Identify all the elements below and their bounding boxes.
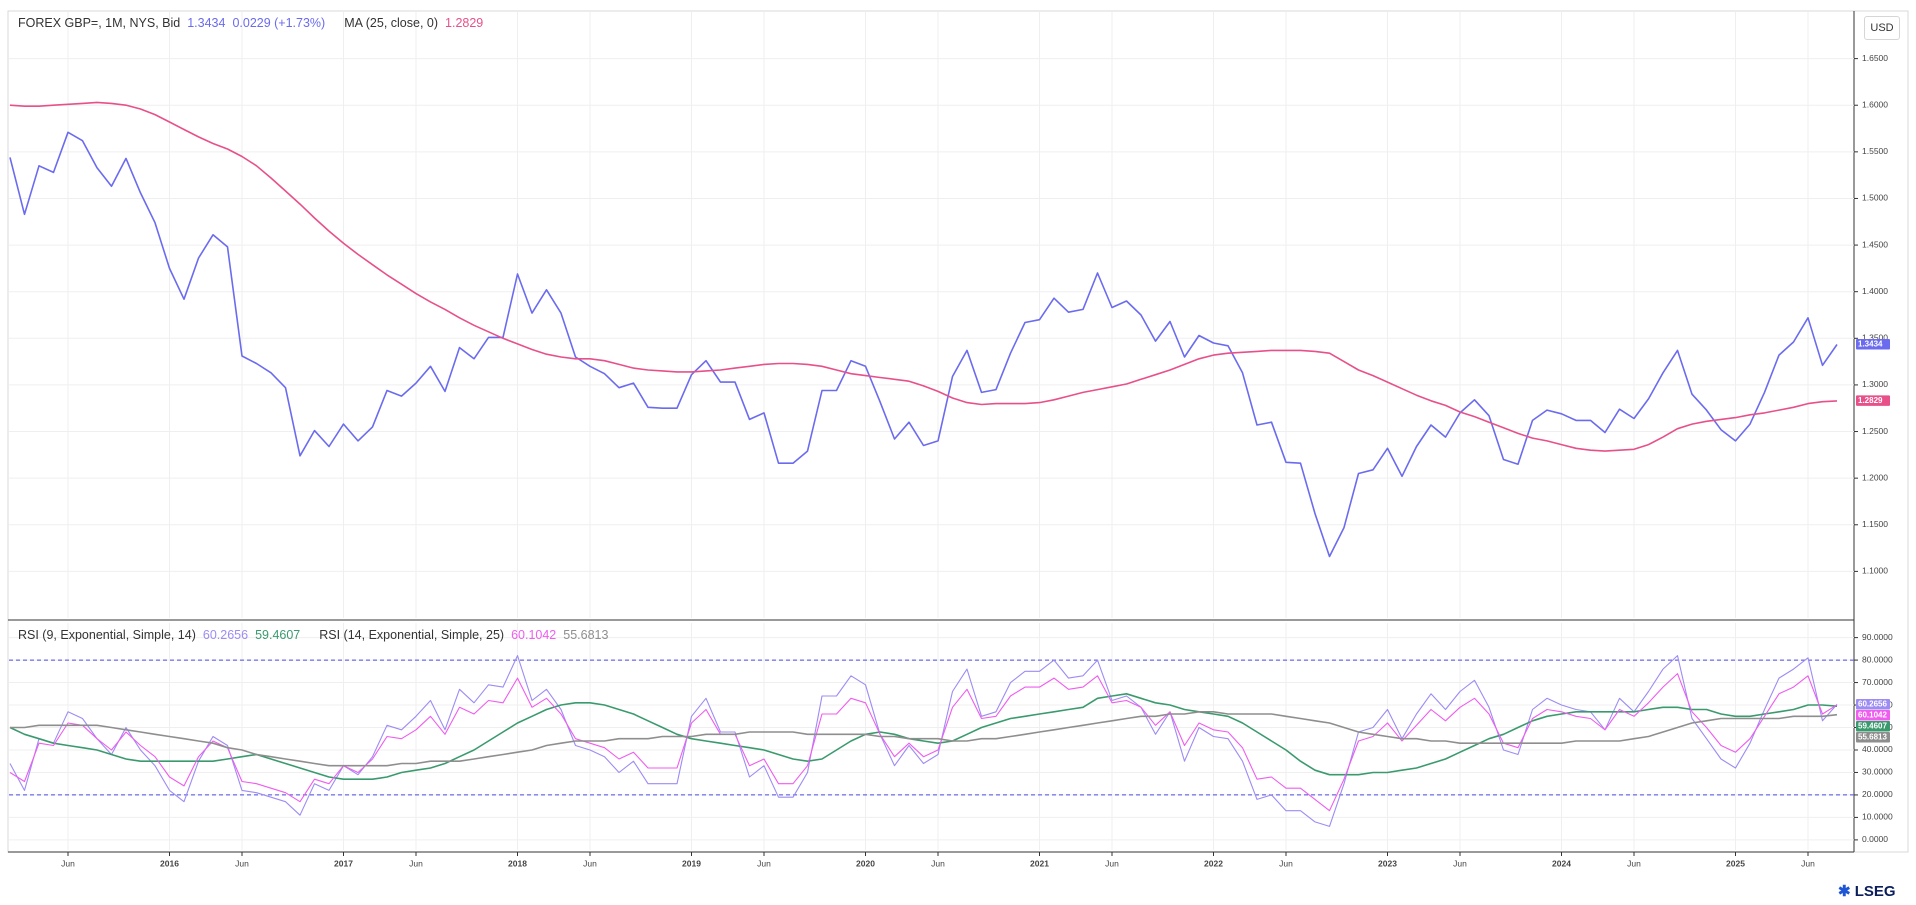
series-line — [9, 101, 1838, 452]
y-tick-label: 1.2500 — [1862, 426, 1888, 436]
brand-logo: ✱ LSEG — [1838, 882, 1896, 900]
legend-name: RSI (14, Exponential, Simple, 25) — [319, 628, 505, 642]
y-tick-label: 20.0000 — [1862, 789, 1893, 799]
x-tick-label: Jun — [1801, 858, 1815, 868]
y-tick-label: 1.5000 — [1862, 193, 1888, 203]
x-tick-label: 2022 — [1204, 858, 1223, 868]
x-tick-label: Jun — [1105, 858, 1119, 868]
series-line — [9, 693, 1838, 780]
brand-icon: ✱ — [1838, 883, 1855, 900]
series-line — [10, 711, 1838, 767]
y-tick-label: 80.0000 — [1862, 654, 1893, 664]
y-tick-label: 1.4500 — [1862, 239, 1888, 249]
x-tick-label: 2016 — [160, 858, 179, 868]
x-tick-label: Jun — [1453, 858, 1467, 868]
x-tick-label: Jun — [931, 858, 945, 868]
series-line — [9, 131, 1838, 558]
y-tick-label: 10.0000 — [1862, 812, 1893, 822]
x-tick-label: 2021 — [1030, 858, 1049, 868]
value-badge-label: 60.1042 — [1858, 711, 1887, 720]
brand-name: LSEG — [1854, 883, 1896, 900]
legend-value: 60.2656 — [202, 628, 249, 642]
y-tick-label: 90.0000 — [1862, 632, 1893, 642]
y-tick-label: 1.6000 — [1862, 99, 1888, 109]
legend-value: 1.2829 — [445, 16, 484, 30]
x-tick-label: Jun — [235, 858, 249, 868]
y-tick-label: 0.0000 — [1862, 834, 1888, 844]
series-line — [9, 673, 1838, 812]
value-badge-label: 60.2656 — [1858, 700, 1887, 709]
x-tick-label: 2019 — [682, 858, 701, 868]
legend-change: 0.0229 (+1.73%) — [232, 16, 326, 30]
y-tick-label: 70.0000 — [1862, 677, 1893, 687]
x-tick-label: Jun — [757, 858, 771, 868]
y-tick-label: 1.3000 — [1862, 379, 1888, 389]
value-badge — [1856, 731, 1890, 743]
value-badge-label: 59.4607 — [1858, 722, 1887, 731]
value-badge — [1856, 720, 1890, 732]
x-tick-label: Jun — [1279, 858, 1293, 868]
value-badge — [1856, 709, 1890, 721]
x-tick-label: Jun — [409, 858, 423, 868]
y-tick-label: 40.0000 — [1862, 744, 1893, 754]
legend-value: 60.1042 — [511, 628, 557, 642]
legend-name: FOREX GBP=, 1M, NYS, Bid — [18, 16, 181, 30]
legend-value: 55.6813 — [563, 628, 609, 642]
value-badge — [1856, 338, 1890, 350]
value-badge-label: 55.6813 — [1858, 733, 1887, 742]
series-line — [9, 655, 1838, 827]
y-tick-label: 1.1500 — [1862, 519, 1888, 529]
value-badge-label: 1.3434 — [1858, 340, 1883, 349]
y-tick-label: 1.1000 — [1862, 566, 1888, 576]
legend-value: 1.3434 — [187, 16, 226, 30]
x-tick-label: Jun — [1627, 858, 1641, 868]
legend-name: RSI (9, Exponential, Simple, 14) — [18, 628, 196, 642]
y-tick-label: 1.5500 — [1862, 146, 1888, 156]
x-tick-label: 2025 — [1726, 858, 1745, 868]
price-legend: FOREX GBP=, 1M, NYS, Bid 1.3434 0.0229 (+1… — [18, 16, 490, 30]
x-tick-label: Jun — [61, 858, 75, 868]
y-tick-label: 30.0000 — [1862, 767, 1893, 777]
legend-value: 59.4607 — [255, 628, 301, 642]
rsi-legend: RSI (9, Exponential, Simple, 14) 60.2656 5… — [18, 628, 615, 642]
currency-button[interactable]: USD — [1864, 16, 1900, 40]
y-tick-label: 1.3500 — [1862, 333, 1888, 343]
y-tick-label: 1.4000 — [1862, 286, 1888, 296]
legend-name: MA (25, close, 0) — [344, 16, 439, 30]
x-tick-label: 2020 — [856, 858, 875, 868]
value-badge — [1856, 395, 1890, 406]
y-tick-label: 1.2000 — [1862, 472, 1888, 482]
value-badge-label: 1.2829 — [1858, 396, 1883, 405]
y-tick-label: 1.6500 — [1862, 53, 1888, 63]
x-tick-label: 2017 — [334, 858, 353, 868]
x-tick-label: 2023 — [1378, 858, 1397, 868]
value-badge — [1856, 698, 1890, 710]
x-tick-label: Jun — [583, 858, 597, 868]
x-tick-label: 2024 — [1552, 858, 1571, 868]
x-tick-label: 2018 — [508, 858, 527, 868]
